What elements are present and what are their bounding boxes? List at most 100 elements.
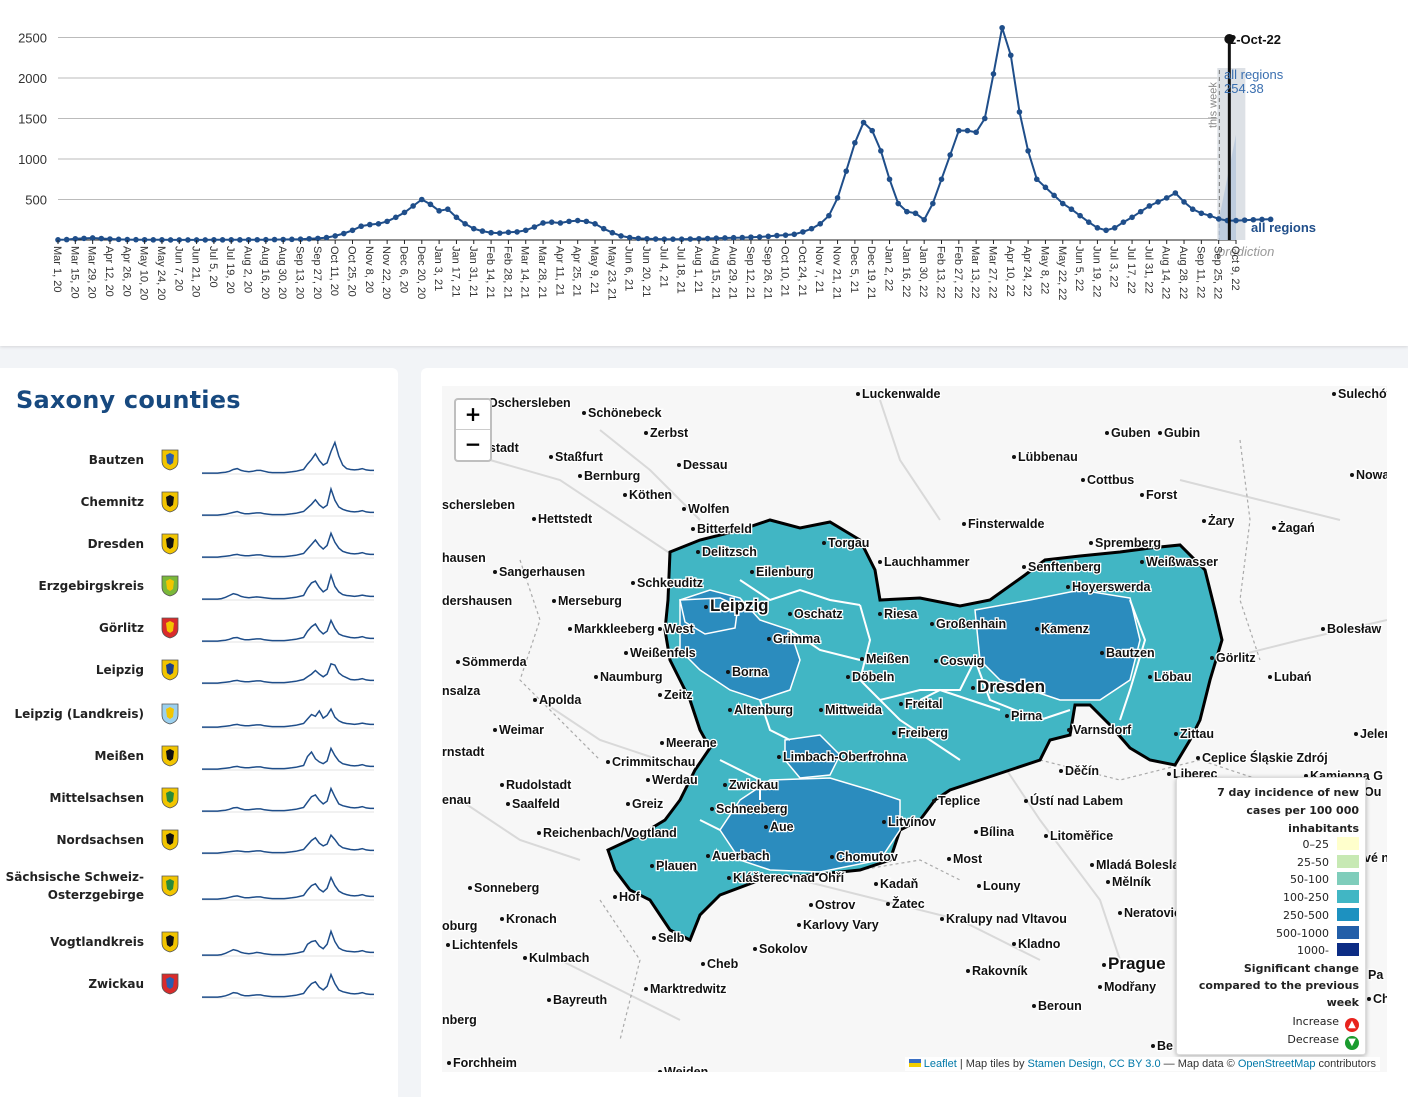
data-point[interactable] (1172, 190, 1179, 196)
data-point[interactable] (115, 236, 122, 243)
zoom-in-button[interactable]: + (464, 402, 482, 426)
data-point[interactable] (947, 152, 953, 158)
data-point[interactable] (843, 168, 850, 174)
data-point[interactable] (583, 218, 590, 225)
data-point[interactable] (150, 237, 157, 243)
data-point[interactable] (488, 229, 494, 236)
data-point[interactable] (289, 236, 295, 243)
data-point[interactable] (375, 220, 382, 227)
leaflet-link[interactable]: Leaflet (923, 1058, 957, 1070)
data-point[interactable] (332, 233, 338, 239)
data-point[interactable] (817, 220, 824, 227)
data-point[interactable] (696, 235, 702, 242)
data-point[interactable] (141, 236, 148, 243)
data-point[interactable] (739, 234, 746, 241)
data-point[interactable] (245, 236, 252, 243)
data-point[interactable] (63, 236, 70, 243)
data-point[interactable] (938, 176, 945, 183)
data-point[interactable] (202, 237, 209, 243)
data-point[interactable] (496, 230, 503, 236)
data-point[interactable] (219, 237, 226, 243)
data-point[interactable] (557, 220, 564, 226)
data-point[interactable] (306, 235, 312, 242)
county-row[interactable]: Bautzen (0, 440, 398, 480)
data-point[interactable] (185, 237, 191, 243)
county-sparkline[interactable] (202, 440, 374, 484)
county-row[interactable]: Leipzig (Landkreis) (0, 694, 398, 734)
data-point[interactable] (522, 227, 529, 234)
data-point[interactable] (1094, 225, 1101, 231)
data-point[interactable] (470, 225, 477, 232)
data-point[interactable] (1120, 219, 1127, 225)
zoom-out-button[interactable]: − (456, 429, 490, 459)
data-point[interactable] (548, 219, 555, 225)
region-bautzen[interactable] (974, 589, 1141, 701)
data-point[interactable] (592, 220, 598, 227)
region-leipzig[interactable] (679, 597, 739, 635)
data-point[interactable] (808, 225, 815, 232)
data-point[interactable] (765, 233, 772, 240)
data-point[interactable] (1241, 217, 1248, 223)
data-point[interactable] (107, 236, 113, 242)
county-sparkline[interactable] (202, 778, 374, 822)
data-point[interactable] (176, 237, 183, 243)
data-point[interactable] (999, 24, 1005, 31)
data-point[interactable] (687, 236, 694, 242)
region-erzgebirgskreis[interactable] (719, 777, 901, 873)
data-point[interactable] (1051, 192, 1057, 199)
data-point[interactable] (852, 139, 858, 146)
data-point[interactable] (323, 234, 330, 241)
data-point[interactable] (315, 235, 321, 242)
data-point[interactable] (791, 231, 798, 238)
data-point[interactable] (626, 234, 633, 241)
county-row[interactable]: Nordsachsen (0, 820, 398, 860)
county-row[interactable]: Dresden (0, 524, 398, 564)
data-point[interactable] (1155, 199, 1161, 205)
data-point[interactable] (730, 234, 737, 241)
data-point[interactable] (1181, 199, 1187, 205)
county-row[interactable]: Sächsische Schweiz-Osterzgebirge (0, 866, 398, 906)
data-point[interactable] (1233, 217, 1239, 224)
data-point[interactable] (756, 234, 763, 240)
data-point[interactable] (1111, 225, 1118, 231)
data-point[interactable] (912, 210, 919, 217)
county-row[interactable]: Görlitz (0, 608, 398, 648)
data-point[interactable] (1007, 52, 1014, 59)
data-point[interactable] (748, 234, 754, 240)
data-point[interactable] (228, 237, 235, 243)
data-point[interactable] (505, 229, 512, 236)
data-point[interactable] (826, 212, 832, 219)
data-point[interactable] (297, 236, 304, 242)
data-point[interactable] (886, 176, 893, 183)
data-point[interactable] (930, 200, 936, 207)
data-point[interactable] (237, 237, 243, 243)
county-sparkline[interactable] (202, 736, 374, 780)
data-point[interactable] (341, 230, 347, 237)
data-point[interactable] (1077, 212, 1083, 219)
data-point[interactable] (540, 220, 546, 226)
county-row[interactable]: Meißen (0, 736, 398, 776)
data-point[interactable] (1146, 203, 1153, 209)
county-row[interactable]: Mittelsachsen (0, 778, 398, 818)
data-point[interactable] (618, 233, 624, 239)
county-row[interactable]: Vogtlandkreis (0, 922, 398, 962)
data-point[interactable] (774, 232, 780, 239)
data-point[interactable] (782, 232, 789, 238)
county-sparkline[interactable] (202, 922, 374, 966)
data-point[interactable] (514, 229, 520, 235)
data-point[interactable] (990, 71, 997, 77)
data-point[interactable] (1207, 212, 1213, 219)
data-point[interactable] (159, 237, 165, 243)
data-point[interactable] (904, 208, 910, 215)
county-row[interactable]: Leipzig (0, 650, 398, 690)
data-point[interactable] (895, 200, 901, 207)
data-point[interactable] (133, 236, 139, 243)
data-point[interactable] (635, 235, 642, 242)
data-point[interactable] (1267, 216, 1274, 223)
data-point[interactable] (661, 236, 668, 242)
county-sparkline[interactable] (202, 482, 374, 526)
data-point[interactable] (271, 236, 278, 243)
data-point[interactable] (644, 235, 650, 242)
data-point[interactable] (1250, 216, 1257, 223)
county-sparkline[interactable] (202, 820, 374, 864)
